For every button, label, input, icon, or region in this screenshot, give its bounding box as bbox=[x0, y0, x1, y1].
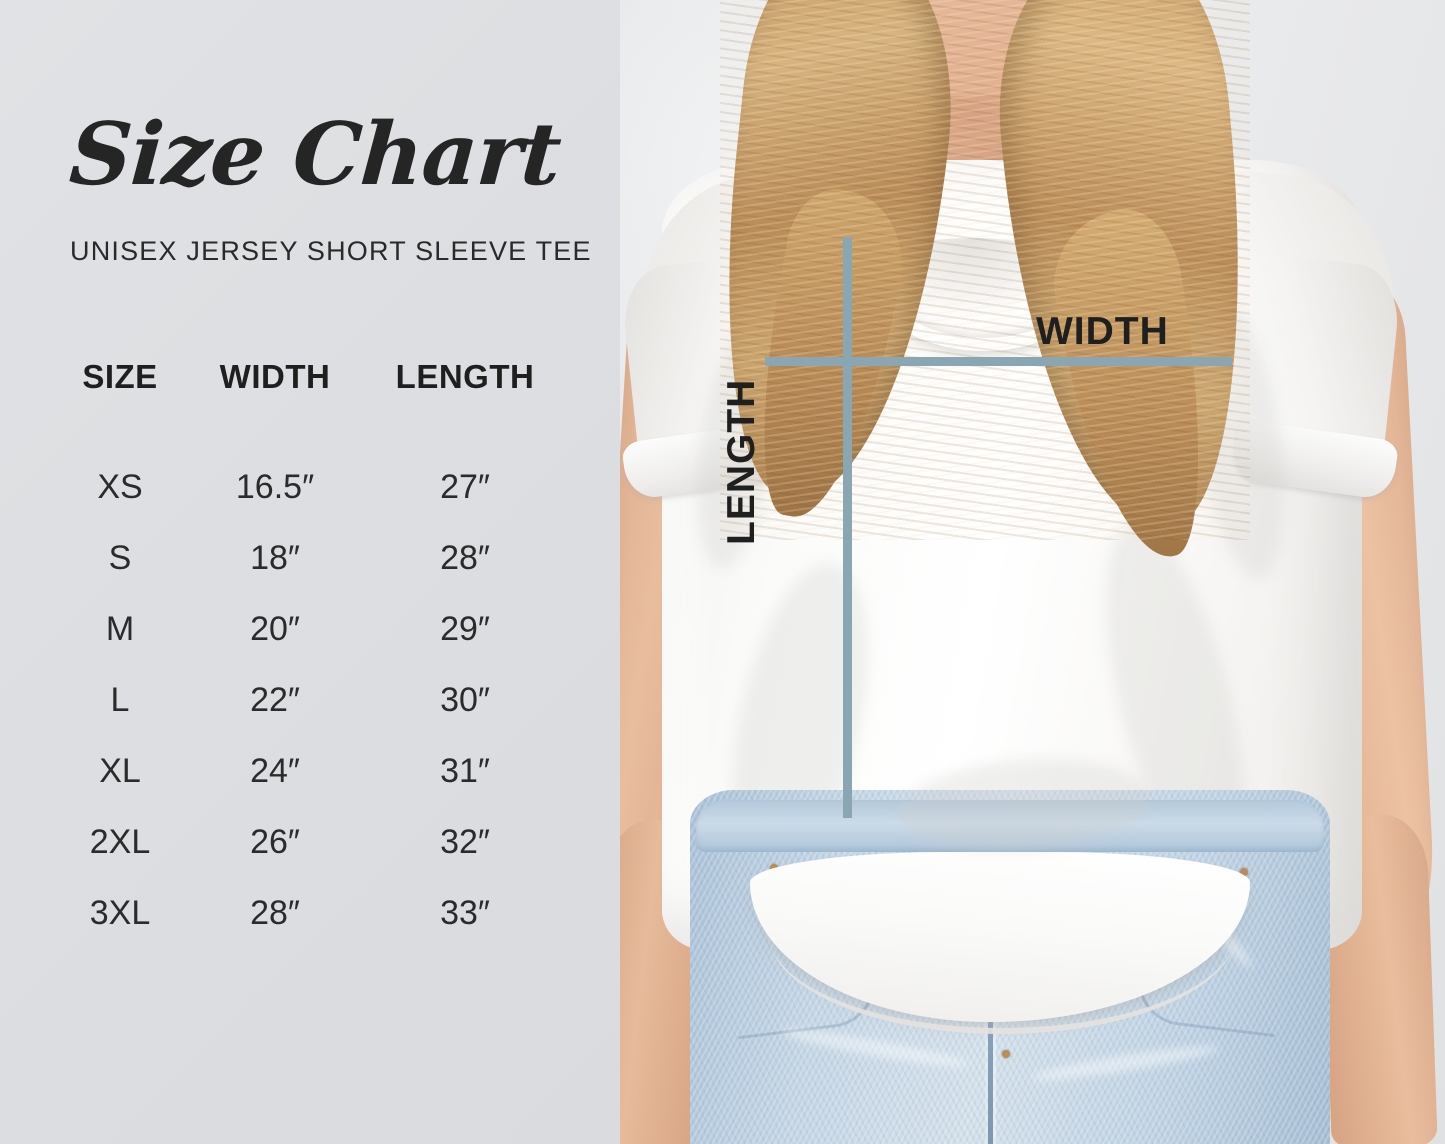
cell-length: 31″ bbox=[440, 752, 490, 790]
table-row: XS 16.5″ 27″ bbox=[60, 452, 560, 523]
table-row: XL 24″ 31″ bbox=[60, 736, 560, 807]
table-row: 2XL 26″ 32″ bbox=[60, 807, 560, 878]
width-label: WIDTH bbox=[1036, 310, 1169, 353]
cell-size: 3XL bbox=[89, 894, 151, 932]
page-subtitle: UNISEX JERSEY SHORT SLEEVE TEE bbox=[70, 236, 592, 266]
size-table-head: SIZE WIDTH LENGTH bbox=[60, 358, 560, 452]
tshirt-hem-edge bbox=[768, 932, 1236, 1034]
table-row: 3XL 28″ 33″ bbox=[60, 878, 560, 949]
denim-button bbox=[1002, 1050, 1010, 1058]
denim-fly bbox=[988, 990, 993, 1144]
length-measure-line bbox=[843, 237, 852, 818]
cell-size: L bbox=[110, 681, 130, 719]
cell-width: 24″ bbox=[250, 752, 300, 790]
denim-rivet bbox=[1240, 868, 1248, 876]
cell-size: 2XL bbox=[89, 823, 151, 861]
width-measure-line bbox=[765, 357, 1232, 366]
cell-width: 22″ bbox=[250, 681, 300, 719]
cell-width: 20″ bbox=[250, 610, 300, 648]
cell-length: 27″ bbox=[440, 468, 490, 506]
table-row: L 22″ 30″ bbox=[60, 665, 560, 736]
length-label: LENGTH bbox=[720, 378, 763, 545]
table-row: M 20″ 29″ bbox=[60, 594, 560, 665]
size-table-body: XS 16.5″ 27″ S 18″ 28″ M 20″ 29″ L 22″ bbox=[60, 452, 560, 949]
size-table: SIZE WIDTH LENGTH XS 16.5″ 27″ S 18″ 28″… bbox=[60, 358, 560, 949]
cell-width: 16.5″ bbox=[235, 468, 315, 506]
cell-length: 30″ bbox=[440, 681, 490, 719]
column-header-size: SIZE bbox=[82, 358, 158, 395]
column-header-length: LENGTH bbox=[395, 358, 535, 395]
model-photo: WIDTH LENGTH bbox=[600, 0, 1445, 1144]
cell-length: 29″ bbox=[440, 610, 490, 648]
cell-size: S bbox=[108, 539, 132, 577]
column-header-width: WIDTH bbox=[219, 358, 331, 395]
cell-length: 28″ bbox=[440, 539, 490, 577]
table-row: S 18″ 28″ bbox=[60, 523, 560, 594]
info-panel: Size Chart UNISEX JERSEY SHORT SLEEVE TE… bbox=[0, 0, 620, 1144]
cell-size: XL bbox=[99, 752, 141, 790]
cell-size: XS bbox=[97, 468, 143, 506]
denim-waistband bbox=[696, 800, 1324, 852]
cell-width: 26″ bbox=[250, 823, 300, 861]
page-title: Size Chart bbox=[66, 104, 564, 205]
cell-width: 28″ bbox=[250, 894, 300, 932]
cell-length: 32″ bbox=[440, 823, 490, 861]
cell-length: 33″ bbox=[440, 894, 490, 932]
cell-width: 18″ bbox=[250, 539, 300, 577]
table-header-row: SIZE WIDTH LENGTH bbox=[60, 358, 560, 452]
cell-size: M bbox=[105, 610, 135, 648]
